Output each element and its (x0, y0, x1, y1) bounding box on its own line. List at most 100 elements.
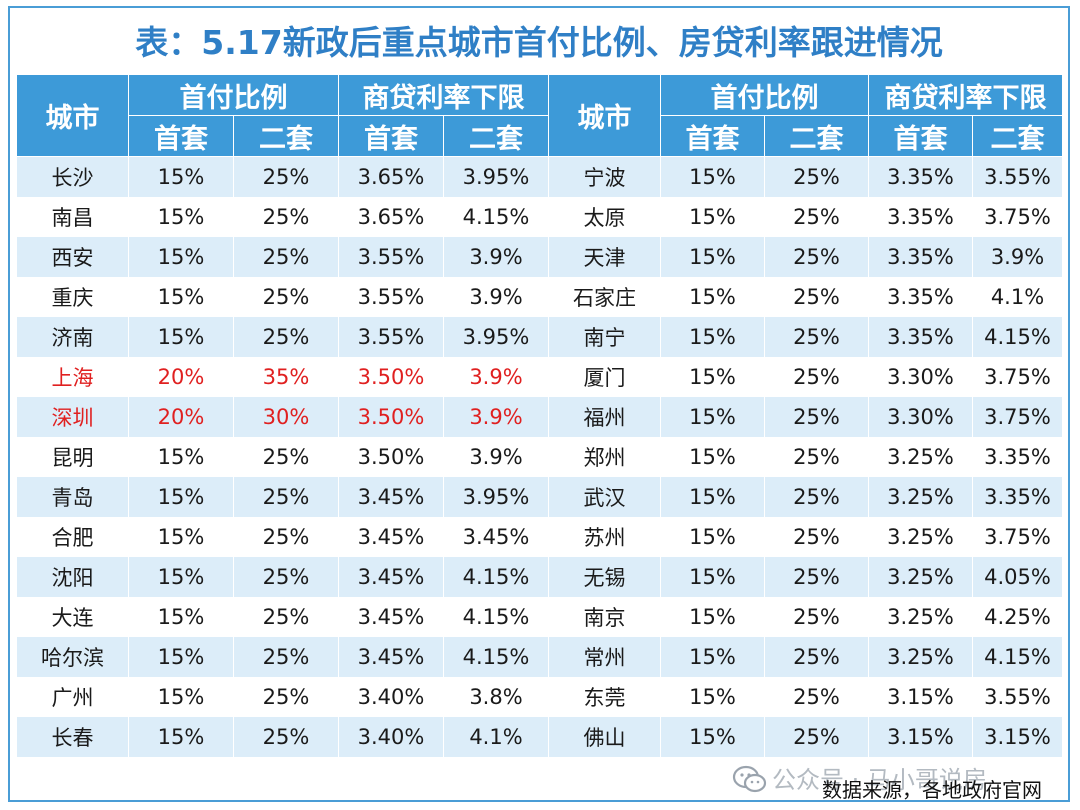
left-cell-dp2: 25% (233, 717, 339, 757)
right-cell-dp1: 15% (660, 317, 765, 357)
left-cell-r1: 3.50% (338, 437, 444, 477)
left-cell-dp1: 15% (128, 197, 234, 237)
left-cell-city: 长沙 (16, 156, 129, 197)
right-cell-r1: 3.25% (868, 637, 973, 677)
header-first: 首套 (868, 115, 973, 157)
right-cell-r2: 3.75% (972, 357, 1063, 397)
right-cell-r2: 3.9% (972, 237, 1063, 277)
left-cell-r1: 3.50% (338, 357, 444, 397)
table-row: 合肥 15% 25% 3.45% 3.45% 苏州 15% 25% 3.25% 3.75% (16, 517, 1063, 557)
left-cell-city: 重庆 (16, 277, 129, 317)
left-cell-dp2: 25% (233, 197, 339, 237)
left-cell-r2: 3.9% (443, 397, 549, 437)
right-cell-r1: 3.15% (868, 717, 973, 757)
left-cell-r1: 3.45% (338, 637, 444, 677)
header-first: 首套 (128, 115, 234, 157)
left-cell-dp2: 25% (233, 517, 339, 557)
right-cell-dp2: 25% (764, 197, 869, 237)
left-cell-dp2: 25% (233, 317, 339, 357)
left-cell-dp1: 15% (128, 637, 234, 677)
header-second: 二套 (764, 115, 869, 157)
table-row: 哈尔滨 15% 25% 3.45% 4.15% 常州 15% 25% 3.25% 4.15% (16, 637, 1063, 677)
right-cell-r1: 3.35% (868, 317, 973, 357)
right-cell-dp2: 25% (764, 637, 869, 677)
source-note: 数据来源，各地政府官网 (822, 778, 1042, 802)
left-cell-r2: 3.45% (443, 517, 549, 557)
table-body: 长沙 15% 25% 3.65% 3.95% 宁波 15% 25% 3.35% 3.55% 南昌 15… (16, 156, 1063, 757)
left-cell-dp2: 25% (233, 477, 339, 517)
left-cell-r2: 3.95% (443, 477, 549, 517)
right-cell-dp1: 15% (660, 717, 765, 757)
left-cell-r1: 3.45% (338, 477, 444, 517)
header-second: 二套 (972, 115, 1063, 157)
footer: 公众号 · 马小哥说房 数据来源，各地政府官网 (732, 760, 1072, 806)
right-cell-dp1: 15% (660, 517, 765, 557)
right-cell-dp2: 25% (764, 237, 869, 277)
left-cell-city: 昆明 (16, 437, 129, 477)
table-row: 昆明 15% 25% 3.50% 3.9% 郑州 15% 25% 3.25% 3.35% (16, 437, 1063, 477)
right-cell-r1: 3.25% (868, 437, 973, 477)
table-row: 沈阳 15% 25% 3.45% 4.15% 无锡 15% 25% 3.25% 4.05% (16, 557, 1063, 597)
left-cell-dp2: 35% (233, 357, 339, 397)
right-cell-dp1: 15% (660, 557, 765, 597)
left-cell-dp1: 15% (128, 237, 234, 277)
left-cell-dp1: 20% (128, 397, 234, 437)
watermark-text: 公众号 · 马小哥说房 (772, 766, 987, 794)
right-cell-r2: 4.1% (972, 277, 1063, 317)
table-row: 南昌 15% 25% 3.65% 4.15% 太原 15% 25% 3.35% 3.75% (16, 197, 1063, 237)
left-cell-dp2: 25% (233, 437, 339, 477)
right-cell-r2: 3.75% (972, 197, 1063, 237)
left-cell-r1: 3.40% (338, 717, 444, 757)
right-cell-r1: 3.30% (868, 397, 973, 437)
left-cell-city: 哈尔滨 (16, 637, 129, 677)
left-cell-city: 合肥 (16, 517, 129, 557)
right-cell-r2: 4.25% (972, 597, 1063, 637)
right-cell-dp2: 25% (764, 156, 869, 197)
page-title: 表：5.17新政后重点城市首付比例、房贷利率跟进情况 (135, 23, 943, 62)
right-cell-r1: 3.35% (868, 197, 973, 237)
right-cell-city: 郑州 (548, 437, 661, 477)
header-city-left: 城市 (16, 74, 129, 157)
left-cell-r1: 3.45% (338, 597, 444, 637)
left-cell-city: 青岛 (16, 477, 129, 517)
right-cell-dp1: 15% (660, 357, 765, 397)
right-cell-dp1: 15% (660, 156, 765, 197)
right-cell-city: 宁波 (548, 156, 661, 197)
right-cell-dp2: 25% (764, 357, 869, 397)
left-cell-city: 济南 (16, 317, 129, 357)
right-cell-r2: 4.15% (972, 317, 1063, 357)
left-cell-dp2: 25% (233, 597, 339, 637)
right-cell-dp1: 15% (660, 197, 765, 237)
left-cell-dp1: 15% (128, 317, 234, 357)
header-city-right: 城市 (548, 74, 661, 157)
table-row: 青岛 15% 25% 3.45% 3.95% 武汉 15% 25% 3.25% 3.35% (16, 477, 1063, 517)
right-cell-city: 石家庄 (548, 277, 661, 317)
left-cell-dp2: 25% (233, 156, 339, 197)
left-cell-r2: 4.1% (443, 717, 549, 757)
header-row-2: 首套 二套 首套 二套 首套 二套 首套 二套 (17, 115, 1063, 157)
left-cell-r1: 3.50% (338, 397, 444, 437)
right-cell-r2: 3.35% (972, 437, 1063, 477)
left-cell-r1: 3.55% (338, 277, 444, 317)
left-cell-dp1: 15% (128, 717, 234, 757)
left-cell-city: 广州 (16, 677, 129, 717)
table-row: 大连 15% 25% 3.45% 4.15% 南京 15% 25% 3.25% 4.25% (16, 597, 1063, 637)
left-cell-dp1: 15% (128, 597, 234, 637)
right-cell-dp2: 25% (764, 557, 869, 597)
right-cell-dp2: 25% (764, 477, 869, 517)
right-cell-r2: 4.05% (972, 557, 1063, 597)
left-cell-dp2: 25% (233, 557, 339, 597)
right-cell-r2: 3.55% (972, 677, 1063, 717)
table-row: 上海 20% 35% 3.50% 3.9% 厦门 15% 25% 3.30% 3.75% (16, 357, 1063, 397)
left-cell-r1: 3.55% (338, 317, 444, 357)
left-cell-r2: 3.95% (443, 156, 549, 197)
right-cell-dp1: 15% (660, 437, 765, 477)
data-table: 城市 首付比例 商贷利率下限 城市 首付比例 商贷利率下限 首套 二套 首套 二… (16, 74, 1063, 757)
left-cell-dp1: 15% (128, 156, 234, 197)
right-cell-dp2: 25% (764, 397, 869, 437)
right-cell-city: 东莞 (548, 677, 661, 717)
right-cell-city: 南京 (548, 597, 661, 637)
table-frame: 表：5.17新政后重点城市首付比例、房贷利率跟进情况 城市 首付比例 商贷利率下… (8, 6, 1070, 802)
left-cell-r2: 3.95% (443, 317, 549, 357)
left-cell-r1: 3.45% (338, 517, 444, 557)
